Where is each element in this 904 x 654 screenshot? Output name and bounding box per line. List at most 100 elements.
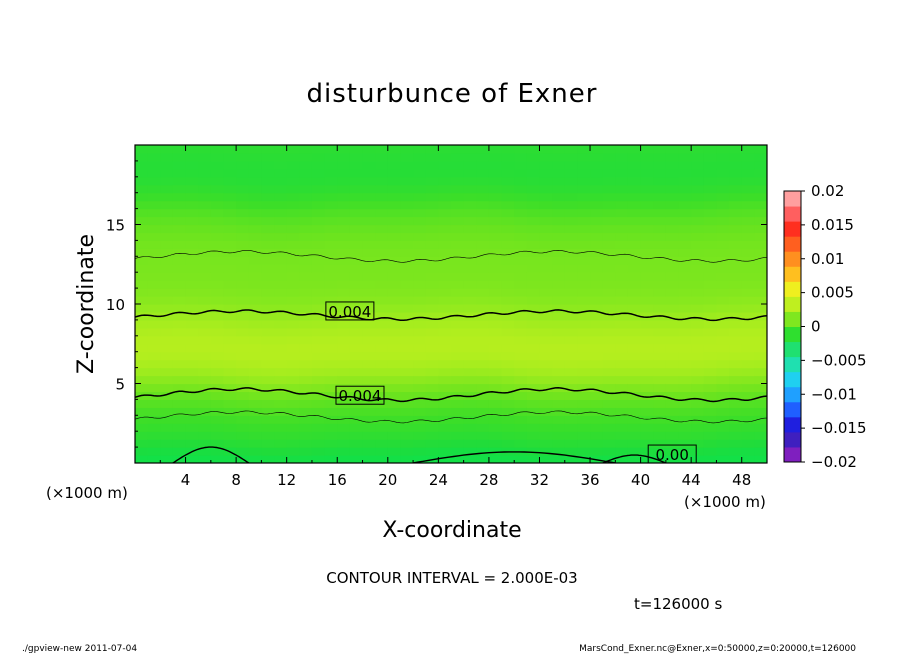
field-cell <box>425 447 439 456</box>
field-cell <box>640 391 654 400</box>
field-cell <box>160 319 174 329</box>
colorbar-label: 0.01 <box>811 250 844 268</box>
field-cell <box>172 383 187 393</box>
field-cell <box>375 319 389 329</box>
field-cell <box>236 288 250 297</box>
field-cell <box>261 391 275 400</box>
field-cell <box>160 200 174 210</box>
field-cell <box>691 431 705 440</box>
field-cell <box>160 335 174 345</box>
field-cell <box>463 375 477 385</box>
field-cell <box>476 248 490 257</box>
field-cell <box>703 296 718 305</box>
field-cell <box>653 335 667 345</box>
field-cell <box>703 152 718 162</box>
field-cell <box>400 168 414 178</box>
field-cell <box>286 248 300 257</box>
field-cell <box>514 216 528 226</box>
field-cell <box>741 145 755 154</box>
field-cell <box>602 224 616 234</box>
field-cell <box>324 296 338 305</box>
field-cell <box>539 304 553 313</box>
field-cell <box>438 160 452 170</box>
field-cell <box>299 319 313 329</box>
field-cell <box>488 216 503 226</box>
field-cell <box>602 383 616 393</box>
field-cell <box>602 455 616 463</box>
field-cell <box>615 248 629 257</box>
field-cell <box>451 296 465 305</box>
field-cell <box>185 383 199 393</box>
field-cell <box>691 145 705 154</box>
field-cell <box>716 391 730 400</box>
field-cell <box>640 399 654 408</box>
field-cell <box>526 415 541 424</box>
field-cell <box>425 351 439 361</box>
field-cell <box>147 343 161 353</box>
field-cell <box>324 359 338 369</box>
field-cell <box>463 264 477 273</box>
field-cell <box>590 351 604 361</box>
field-cell <box>590 224 604 234</box>
field-cell <box>627 447 642 456</box>
field-cell <box>223 192 237 202</box>
field-cell <box>754 272 767 281</box>
field-cell <box>665 272 680 281</box>
field-cell <box>172 447 187 456</box>
field-cell <box>349 407 364 416</box>
field-cell <box>223 399 237 408</box>
field-cell <box>425 208 439 218</box>
x-axis-label: X-coordinate <box>382 518 521 543</box>
field-cell <box>640 216 654 226</box>
field-cell <box>577 216 591 226</box>
field-cell <box>640 288 654 297</box>
field-cell <box>172 359 187 369</box>
field-cell <box>413 455 427 463</box>
field-cell <box>425 224 439 234</box>
field-cell <box>703 240 718 249</box>
field-cell <box>640 296 654 305</box>
field-cell <box>425 304 439 313</box>
field-cell <box>590 375 604 385</box>
field-cell <box>324 383 338 393</box>
field-cell <box>236 232 250 241</box>
field-cell <box>488 224 503 234</box>
field-cell <box>261 335 275 345</box>
field-cell <box>248 192 262 202</box>
field-cell <box>438 367 452 377</box>
field-cell <box>299 431 313 440</box>
field-cell <box>425 383 439 393</box>
field-cell <box>236 319 250 329</box>
field-cell <box>590 256 604 265</box>
colorbar-swatch <box>784 386 801 403</box>
field-cell <box>476 447 490 456</box>
colorbar-swatch <box>784 266 801 282</box>
field-cell <box>387 319 402 329</box>
field-cell <box>526 152 541 162</box>
field-cell <box>261 168 275 178</box>
field-cell <box>703 391 718 400</box>
field-cell <box>627 407 642 416</box>
field-cell <box>741 256 755 265</box>
field-cell <box>337 296 351 305</box>
field-cell <box>501 327 515 337</box>
field-cell <box>552 311 566 321</box>
field-cell <box>552 248 566 257</box>
field-cell <box>349 200 364 210</box>
field-cell <box>476 351 490 361</box>
field-cell <box>210 184 225 194</box>
field-cell <box>451 160 465 170</box>
field-cell <box>198 319 212 329</box>
field-cell <box>615 319 629 329</box>
field-cell <box>602 431 616 440</box>
field-cell <box>539 311 553 321</box>
field-cell <box>754 264 767 273</box>
field-cell <box>299 367 313 377</box>
field-cell <box>210 216 225 226</box>
colorbar-swatch <box>784 356 801 373</box>
field-cell <box>375 280 389 289</box>
field-cell <box>653 272 667 281</box>
field-cell <box>451 168 465 178</box>
field-cell <box>539 152 553 162</box>
field-cell <box>564 240 578 249</box>
